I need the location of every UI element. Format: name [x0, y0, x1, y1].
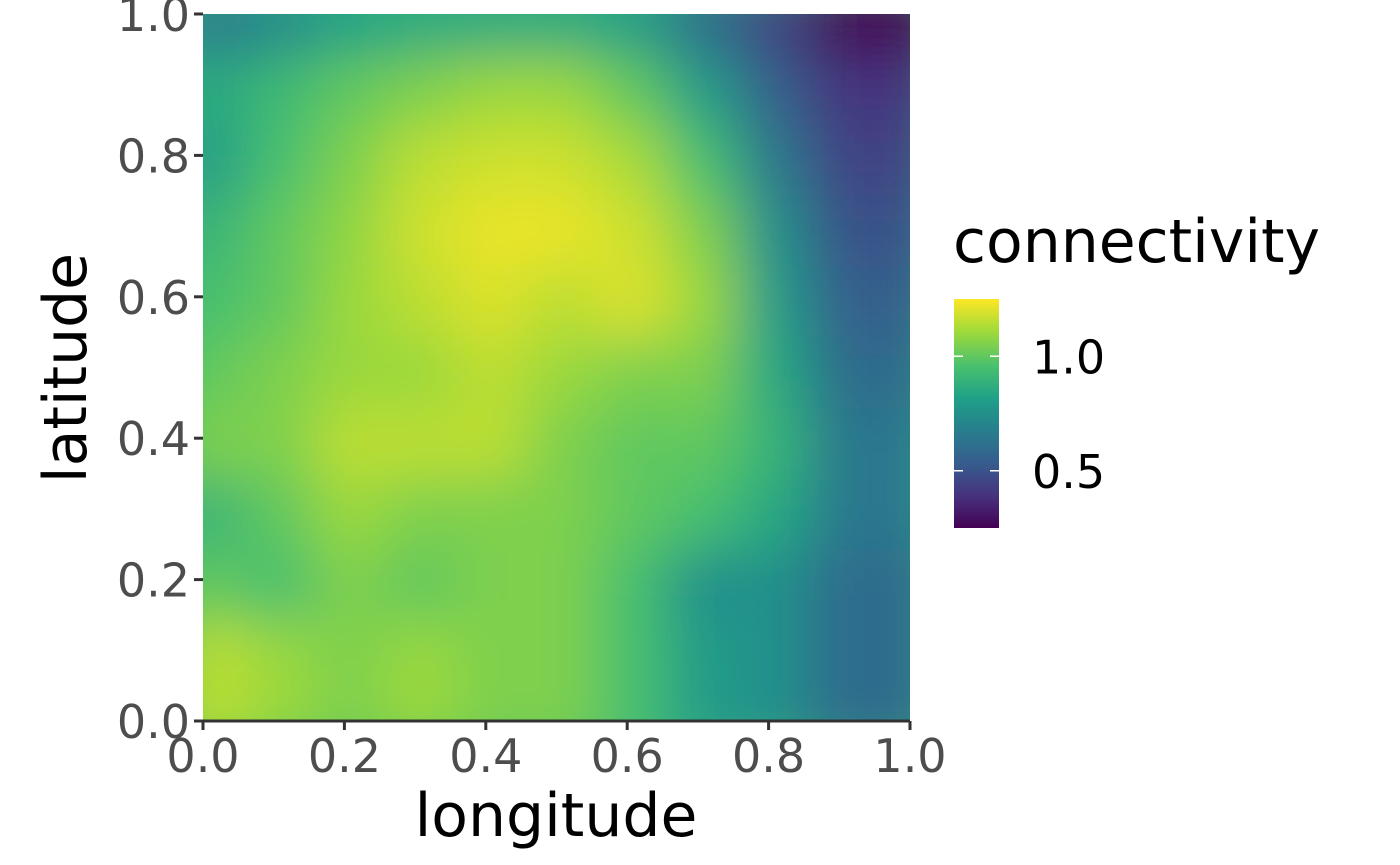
x-tick-label: 0.2	[308, 729, 381, 783]
y-tick-label: 0.2	[117, 554, 190, 608]
x-tick-label: 0.8	[732, 729, 805, 783]
legend-title: connectivity	[953, 207, 1320, 277]
y-axis-ticks: 0.0 0.2 0.4 0.6 0.8 1.0	[117, 0, 203, 749]
legend-tick-label: 1.0	[1032, 330, 1105, 384]
y-axis-title: latitude	[31, 253, 101, 483]
y-tick-label: 0.8	[117, 129, 190, 183]
y-tick-label: 0.4	[117, 412, 190, 466]
colorbar-legend: connectivity 0.5 1.0	[953, 207, 1320, 528]
x-axis-ticks: 0.0 0.2 0.4 0.6 0.8 1.0	[166, 721, 947, 783]
heatmap-cell	[809, 620, 910, 721]
legend-tick-label: 0.5	[1032, 445, 1105, 499]
y-tick-label: 1.0	[117, 0, 190, 42]
x-tick-label: 0.0	[166, 729, 239, 783]
colorbar	[954, 299, 999, 528]
x-axis-title: longitude	[415, 781, 698, 851]
heatmap-cells	[203, 14, 910, 721]
x-tick-label: 1.0	[873, 729, 946, 783]
x-tick-label: 0.4	[449, 729, 522, 783]
y-tick-label: 0.0	[117, 695, 190, 749]
y-tick-label: 0.6	[117, 271, 190, 325]
x-tick-label: 0.6	[591, 729, 664, 783]
